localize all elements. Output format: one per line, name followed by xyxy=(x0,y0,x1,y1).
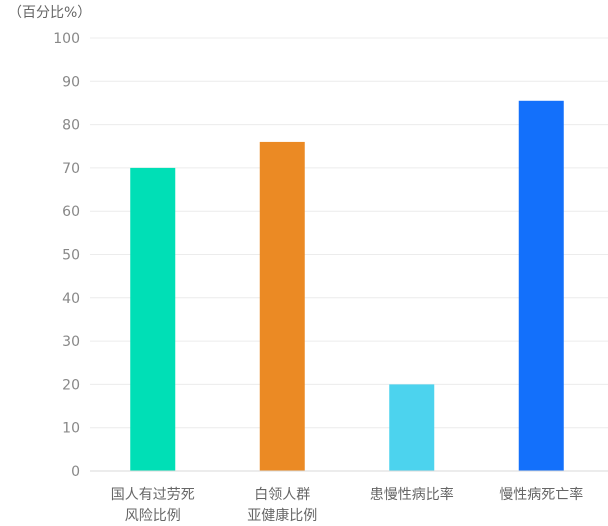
y-tick-label: 10 xyxy=(62,421,80,437)
x-tick-label-line: 患慢性病比率 xyxy=(370,486,454,503)
y-tick-label: 0 xyxy=(71,464,80,480)
y-tick-label: 100 xyxy=(53,31,80,47)
y-tick-label: 40 xyxy=(62,291,80,307)
bar xyxy=(518,100,564,471)
x-tick-label-line: 国人有过劳死 xyxy=(111,487,195,503)
x-tick-label-line: 白领人群 xyxy=(254,487,310,503)
y-axis-ticks: 0 10 20 30 40 50 60 70 80 90 100 xyxy=(53,31,80,480)
x-tick-label: 白领人群亚健康比例 xyxy=(247,487,317,524)
x-tick-label: 患慢性病比率 xyxy=(370,486,454,503)
y-tick-label: 30 xyxy=(62,334,80,350)
y-tick-label: 80 xyxy=(62,118,80,134)
x-tick-label-line: 亚健康比例 xyxy=(247,507,317,524)
bar xyxy=(130,167,176,471)
y-tick-label: 20 xyxy=(62,377,80,393)
bar xyxy=(259,141,305,472)
x-tick-label: 慢性病死亡率 xyxy=(499,486,583,503)
bars xyxy=(130,100,564,472)
y-tick-label: 50 xyxy=(62,248,80,264)
x-axis-labels: 国人有过劳死风险比例 白领人群亚健康比例 患慢性病比率 慢性病死亡率 xyxy=(111,486,584,524)
y-tick-label: 90 xyxy=(62,74,80,90)
y-unit-label: （百分比%） xyxy=(8,5,92,21)
x-tick-label-line: 风险比例 xyxy=(125,508,181,524)
x-tick-label-line: 慢性病死亡率 xyxy=(499,486,583,503)
bar xyxy=(389,384,435,471)
y-tick-label: 60 xyxy=(62,204,80,220)
y-tick-label: 70 xyxy=(62,161,80,177)
x-tick-label: 国人有过劳死风险比例 xyxy=(111,487,195,524)
